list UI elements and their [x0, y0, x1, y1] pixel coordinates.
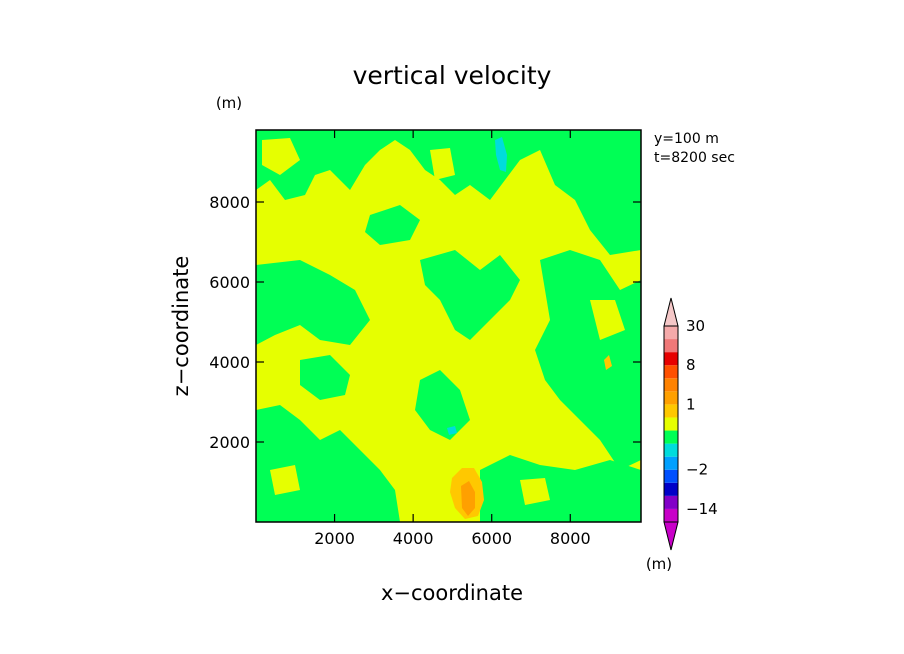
contour-pos-top-b — [430, 148, 455, 180]
y-axis-unit: (m) — [216, 94, 242, 112]
colorbar-bin — [664, 391, 678, 405]
x-axis-ticks: 2000 4000 6000 8000 — [314, 130, 591, 548]
contour-neg-lowleft — [256, 405, 400, 522]
chart-title: vertical velocity — [353, 61, 552, 90]
positive-pockets — [262, 138, 625, 505]
x-tick-label: 6000 — [471, 529, 512, 548]
colorbar-label: 8 — [686, 356, 696, 374]
contour-neg-lowmid — [415, 370, 470, 440]
y-tick-label: 2000 — [209, 433, 250, 452]
contour-fields — [256, 130, 641, 522]
colorbar-bin — [664, 482, 678, 496]
contour-pos-right-a — [590, 300, 625, 340]
x-tick-label: 2000 — [314, 529, 355, 548]
y-tick-label: 4000 — [209, 353, 250, 372]
contour-pos-bottom-a — [520, 478, 550, 505]
annotation-t: t=8200 sec — [654, 150, 735, 166]
colorbar-label: −14 — [686, 500, 718, 518]
colorbar-over-triangle — [663, 297, 679, 327]
colorbar-bin — [664, 339, 678, 353]
y-axis-ticks: 2000 4000 6000 8000 — [209, 193, 641, 452]
contour-orange-core — [461, 481, 475, 516]
y-tick-label: 6000 — [209, 273, 250, 292]
contour-neg-upper — [365, 205, 420, 245]
colorbar-bin — [664, 456, 678, 470]
contour-pos-top-a — [262, 138, 300, 175]
contour-pos-left-a — [270, 465, 300, 495]
colorbar-bin — [664, 430, 678, 444]
contour-neg-top — [256, 130, 641, 255]
colorbar-label: 1 — [686, 395, 696, 413]
colorbar-bin — [664, 378, 678, 392]
colorbar-bin — [664, 495, 678, 509]
colorbar-bin — [664, 508, 678, 522]
colorbar-bin — [664, 352, 678, 366]
contour-neg-mid — [420, 250, 520, 340]
contour-orange-small — [604, 355, 612, 370]
colorbar-frame — [663, 325, 679, 523]
y-axis-label: z−coordinate — [169, 256, 193, 397]
contour-neg-left — [256, 260, 370, 345]
x-axis-label: x−coordinate — [381, 581, 523, 605]
annotation-y: y=100 m — [654, 131, 719, 147]
colorbar-bin — [664, 443, 678, 457]
colorbar-bin — [664, 326, 678, 340]
colorbar-bin — [664, 417, 678, 431]
colorbar-bin — [664, 365, 678, 379]
colorbar: 30 8 1 −2 −14 — [663, 297, 718, 551]
contour-neg-center — [300, 355, 350, 400]
y-tick-label: 8000 — [209, 193, 250, 212]
plot-frame — [255, 129, 642, 523]
colorbar-label: 30 — [686, 317, 705, 335]
x-tick-label: 4000 — [393, 529, 434, 548]
colorbar-unit: (m) — [646, 555, 672, 573]
contour-cyan-mid — [447, 426, 457, 435]
colorbar-bin — [664, 469, 678, 483]
colorbar-label: −2 — [686, 461, 708, 479]
contour-neg-bottom — [480, 455, 641, 522]
colorbar-under-triangle — [663, 521, 679, 551]
colorbar-bin — [664, 404, 678, 418]
negative-regions — [256, 130, 641, 522]
contour-cyan-top — [495, 137, 507, 172]
x-tick-label: 8000 — [550, 529, 591, 548]
plot-area: 2000 4000 6000 8000 2000 4000 6000 8000 — [209, 129, 642, 548]
